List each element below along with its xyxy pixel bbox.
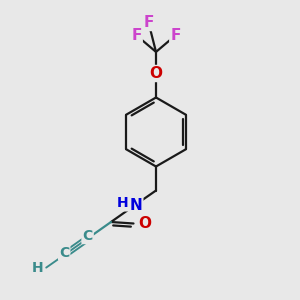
- Text: F: F: [170, 28, 181, 43]
- Text: H: H: [32, 261, 43, 274]
- Text: O: O: [138, 216, 151, 231]
- Text: O: O: [149, 66, 163, 81]
- Text: C: C: [59, 246, 69, 260]
- Text: F: F: [131, 28, 142, 43]
- Text: N: N: [130, 198, 142, 213]
- Text: H: H: [117, 196, 129, 210]
- Text: F: F: [143, 15, 154, 30]
- Text: C: C: [82, 229, 93, 243]
